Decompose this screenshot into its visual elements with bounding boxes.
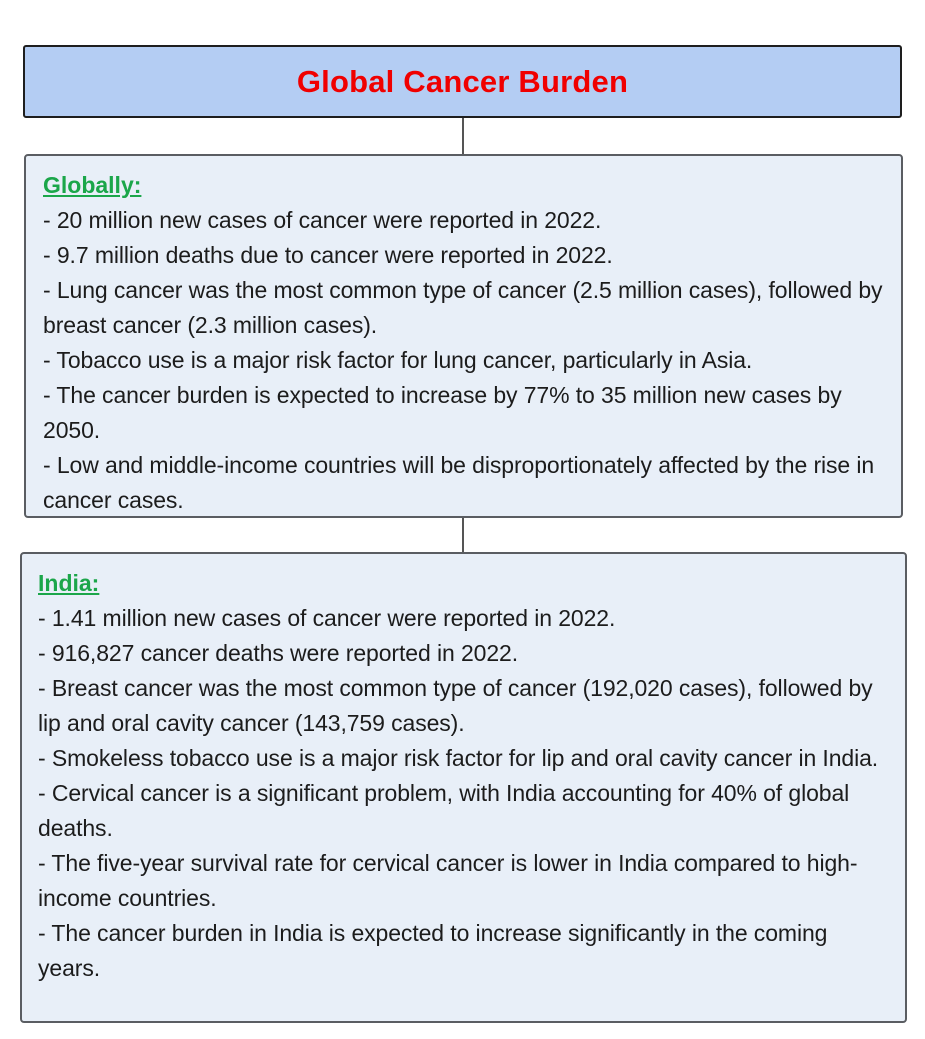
- india-item: - The five-year survival rate for cervic…: [38, 850, 858, 911]
- india-heading: India:: [38, 570, 100, 596]
- global-item: - 20 million new cases of cancer were re…: [43, 207, 602, 233]
- connector-global-to-india: [462, 518, 464, 552]
- india-item: - 1.41 million new cases of cancer were …: [38, 605, 616, 631]
- india-item: - Cervical cancer is a significant probl…: [38, 780, 850, 841]
- connector-title-to-global: [462, 118, 464, 154]
- global-item: - 9.7 million deaths due to cancer were …: [43, 242, 613, 268]
- india-item: - 916,827 cancer deaths were reported in…: [38, 640, 518, 666]
- india-list: - 1.41 million new cases of cancer were …: [38, 601, 895, 986]
- global-list: - 20 million new cases of cancer were re…: [43, 203, 891, 518]
- global-section: Globally: - 20 million new cases of canc…: [24, 154, 903, 518]
- global-item: - Tobacco use is a major risk factor for…: [43, 347, 753, 373]
- india-item: - Breast cancer was the most common type…: [38, 675, 873, 736]
- global-item: - Low and middle-income countries will b…: [43, 452, 875, 513]
- global-item: - Lung cancer was the most common type o…: [43, 277, 883, 338]
- india-item: - The cancer burden in India is expected…: [38, 920, 828, 981]
- global-heading: Globally:: [43, 172, 142, 198]
- india-section: India: - 1.41 million new cases of cance…: [20, 552, 907, 1023]
- title-box: Global Cancer Burden: [23, 45, 902, 118]
- india-item: - Smokeless tobacco use is a major risk …: [38, 745, 879, 771]
- global-item: - The cancer burden is expected to incre…: [43, 382, 842, 443]
- diagram-title: Global Cancer Burden: [296, 63, 629, 99]
